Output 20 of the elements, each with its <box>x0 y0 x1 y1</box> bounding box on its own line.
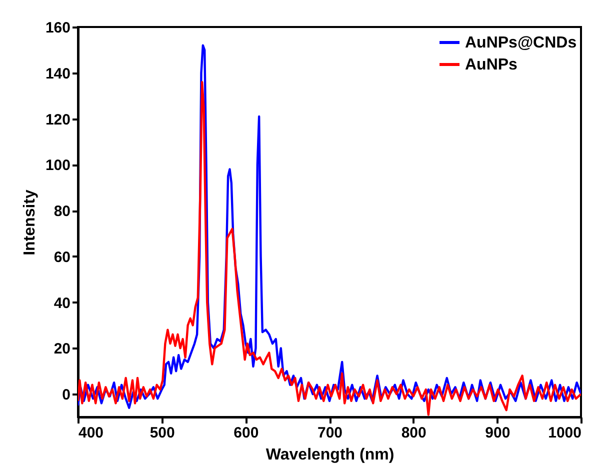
x-tick-label: 600 <box>234 424 259 442</box>
x-tick-label: 700 <box>317 424 343 442</box>
y-axis-title: Intensity <box>21 190 38 256</box>
y-tick-label: 80 <box>54 203 70 220</box>
y-tick-label: 100 <box>45 157 70 174</box>
y-tick-label: 0 <box>62 386 70 404</box>
y-tick-label: 20 <box>54 340 70 358</box>
legend-label: AuNPs@CNDs <box>465 34 577 52</box>
y-tick-label: 40 <box>54 294 70 312</box>
x-axis-title: Wavelength (nm) <box>266 446 394 464</box>
legend-label: AuNPs <box>465 56 518 74</box>
y-tick-label: 60 <box>54 248 70 266</box>
x-tick-label: 1000 <box>548 424 582 442</box>
x-tick-label: 800 <box>401 424 426 442</box>
x-tick-label: 400 <box>78 424 104 442</box>
y-tick-label: 120 <box>45 111 70 128</box>
x-tick-label: 900 <box>485 424 510 442</box>
y-tick-label: 140 <box>45 65 70 82</box>
y-tick-label: 160 <box>45 20 70 36</box>
x-tick-label: 500 <box>150 424 175 442</box>
